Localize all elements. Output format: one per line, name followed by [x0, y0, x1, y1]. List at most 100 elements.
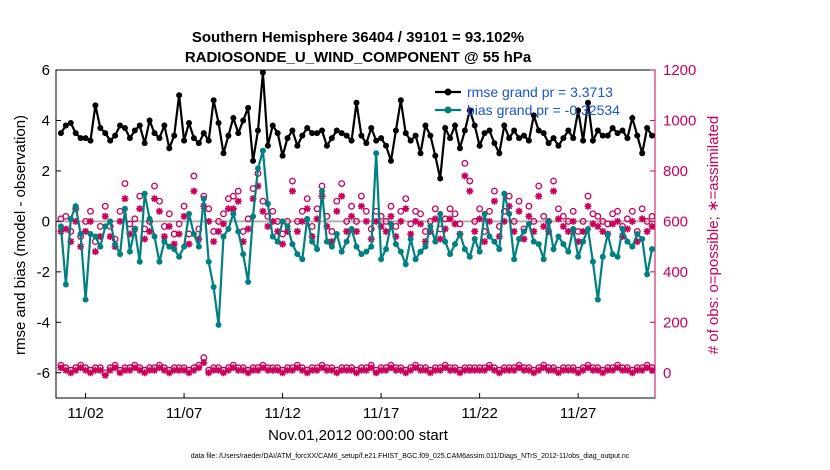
- obs-assimilated-point-low: [387, 364, 395, 372]
- obs-possible-point: [333, 197, 341, 205]
- obs-assimilated-point: [633, 238, 641, 246]
- bias-point: [274, 238, 281, 245]
- rmse-point: [319, 127, 326, 134]
- bias-point: [516, 236, 523, 243]
- legend-label: bias grand pr = -0.32534: [467, 102, 620, 118]
- bias-point: [146, 215, 153, 222]
- obs-possible-point: [569, 207, 577, 215]
- bias-point: [501, 190, 508, 197]
- bias-point: [589, 258, 596, 265]
- rmse-point: [338, 130, 345, 137]
- rmse-point: [575, 107, 582, 114]
- obs-assimilated-point-low: [185, 369, 193, 377]
- obs-assimilated-point: [505, 202, 513, 210]
- obs-assimilated-point-low: [510, 366, 518, 374]
- bias-point: [304, 215, 311, 222]
- obs-assimilated-point-low: [165, 369, 173, 377]
- obs-assimilated-point: [151, 195, 159, 203]
- y-tick-label-right: 600: [663, 213, 688, 230]
- obs-assimilated-point: [136, 205, 144, 213]
- obs-assimilated-point: [520, 235, 528, 243]
- y-tick-label-right: 1200: [663, 62, 696, 79]
- obs-possible-point: [387, 202, 395, 210]
- obs-possible-point: [357, 192, 365, 200]
- bias-point: [511, 256, 518, 263]
- bias-point: [72, 203, 79, 210]
- rmse-point: [491, 140, 498, 147]
- obs-assimilated-point: [648, 222, 656, 230]
- rmse-point: [432, 152, 439, 159]
- rmse-point: [511, 127, 518, 134]
- obs-assimilated-point-low: [530, 369, 538, 377]
- rmse-point: [373, 137, 380, 144]
- bias-point: [181, 243, 188, 250]
- rmse-point: [580, 137, 587, 144]
- x-tick-label: 11/02: [67, 405, 103, 422]
- obs-possible-point: [348, 202, 356, 210]
- y-tick-label-right: 200: [663, 314, 688, 331]
- bias-point: [328, 243, 335, 250]
- obs-possible-point: [584, 192, 592, 200]
- rmse-point: [161, 122, 168, 129]
- bias-point: [442, 238, 449, 245]
- rmse-point: [77, 135, 84, 142]
- bias-point: [644, 271, 651, 278]
- bias-point: [166, 243, 173, 250]
- obs-assimilated-point-low: [254, 366, 262, 374]
- rmse-point: [299, 132, 306, 139]
- obs-possible-point: [259, 197, 267, 205]
- obs-assimilated-point-low: [417, 366, 425, 374]
- obs-assimilated-point-low: [155, 364, 163, 372]
- obs-assimilated-point: [239, 238, 247, 246]
- rmse-point: [141, 140, 148, 147]
- obs-possible-point: [461, 159, 469, 167]
- rmse-point: [181, 137, 188, 144]
- rmse-point: [72, 130, 79, 137]
- obs-assimilated-point-low: [397, 366, 405, 374]
- bias-point: [314, 246, 321, 253]
- obs-assimilated-point-low: [259, 364, 267, 372]
- obs-assimilated-point: [569, 217, 577, 225]
- obs-assimilated-point-low: [96, 366, 104, 374]
- obs-assimilated-point: [165, 222, 173, 230]
- obs-assimilated-point-low: [106, 366, 114, 374]
- obs-assimilated-point-low: [170, 366, 178, 374]
- rmse-point: [294, 142, 301, 149]
- bias-point: [289, 241, 296, 248]
- obs-assimilated-point: [500, 217, 508, 225]
- bias-point: [279, 218, 286, 225]
- obs-assimilated-point-low: [564, 366, 572, 374]
- rmse-point: [496, 150, 503, 157]
- rmse-point: [67, 119, 74, 126]
- rmse-point: [57, 130, 64, 137]
- bias-point: [57, 223, 64, 230]
- bias-point: [486, 233, 493, 240]
- rmse-point: [378, 135, 385, 142]
- obs-assimilated-point: [249, 195, 257, 203]
- bias-point: [126, 248, 133, 255]
- obs-assimilated-point: [185, 240, 193, 248]
- rmse-point: [62, 122, 69, 129]
- obs-assimilated-point-low: [495, 369, 503, 377]
- chart-title: Southern Hemisphere 36404 / 39101 = 93.1…: [192, 29, 524, 46]
- x-tick-label: 11/22: [461, 405, 497, 422]
- bias-point: [585, 225, 592, 232]
- bias-point: [471, 236, 478, 243]
- obs-possible-point: [136, 192, 144, 200]
- bias-point: [466, 253, 473, 260]
- bias-point: [338, 248, 345, 255]
- obs-assimilated-point: [515, 207, 523, 215]
- obs-assimilated-point: [229, 205, 237, 213]
- rmse-point: [397, 97, 404, 104]
- obs-assimilated-point-low: [328, 366, 336, 374]
- rmse-point: [146, 117, 153, 124]
- obs-possible-point: [510, 217, 518, 225]
- obs-possible-point: [500, 207, 508, 215]
- obs-assimilated-point: [352, 227, 360, 235]
- rmse-point: [585, 99, 592, 106]
- obs-assimilated-point: [274, 227, 282, 235]
- bias-point: [629, 243, 636, 250]
- obs-assimilated-point: [279, 240, 287, 248]
- rmse-point: [87, 137, 94, 144]
- x-tick-label: 11/12: [264, 405, 300, 422]
